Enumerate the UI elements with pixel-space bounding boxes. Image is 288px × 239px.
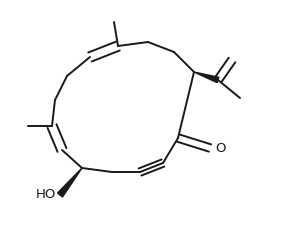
Polygon shape [194, 72, 219, 83]
Polygon shape [58, 168, 82, 197]
Text: O: O [215, 141, 226, 154]
Text: HO: HO [36, 189, 56, 201]
